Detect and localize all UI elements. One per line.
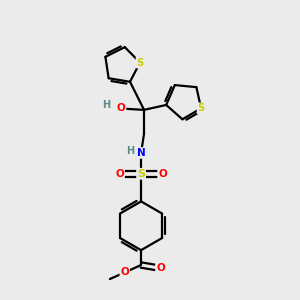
Text: H: H	[126, 146, 134, 157]
Text: N: N	[137, 148, 146, 158]
Text: O: O	[158, 169, 167, 179]
Text: S: S	[137, 169, 145, 179]
Text: O: O	[120, 268, 129, 278]
Text: S: S	[197, 103, 205, 113]
Text: O: O	[156, 263, 165, 273]
Text: H: H	[102, 100, 110, 110]
Text: O: O	[117, 103, 125, 113]
Text: O: O	[115, 169, 124, 179]
Text: S: S	[136, 58, 143, 68]
